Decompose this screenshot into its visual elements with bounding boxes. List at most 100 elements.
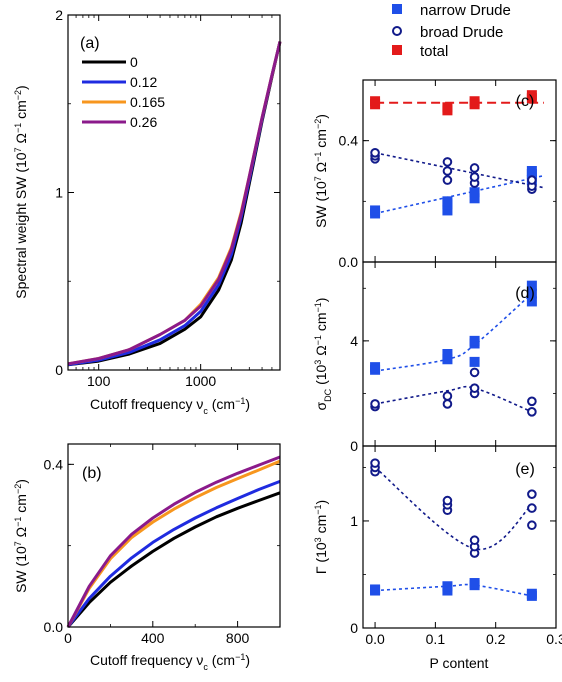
legend-label: 0 (130, 54, 138, 70)
y-axis-label: SW (107 Ω−1 cm−2) (13, 479, 29, 593)
x-tick-label: 1000 (185, 373, 216, 389)
total-point (442, 102, 453, 113)
legend-label: 0.12 (130, 74, 157, 90)
panel-label: (d) (515, 285, 535, 302)
y-axis-label: Γ (103 cm−1) (313, 500, 329, 574)
y-tick-label: 4 (350, 333, 358, 349)
legend-label: narrow Drude (420, 2, 511, 19)
panel-label: (a) (80, 35, 100, 52)
narrow-drude-point (526, 166, 537, 176)
series-line-2 (66, 479, 281, 628)
panel-label: (c) (516, 93, 535, 110)
legend-label: 0.165 (130, 94, 165, 110)
y-tick-label: 1 (350, 513, 358, 529)
broad-drude-point (527, 396, 537, 407)
broad-drude-point (442, 166, 453, 176)
broad-drude-point (469, 367, 480, 378)
broad-drude-point (469, 172, 480, 182)
x-tick-label: 0.2 (486, 631, 506, 647)
legend-label: broad Drude (420, 24, 503, 41)
panel-e: 0.0 0.1 0.2 0.3 0 1 (e) Γ (103 cm−1) P content (313, 445, 562, 671)
series-line-3 (67, 41, 282, 366)
y-tick-label: 0.4 (339, 133, 359, 149)
narrow-drude-point (469, 193, 480, 204)
y-axis-label: σDC (103 Ω−1 cm−1) (313, 298, 333, 411)
y-tick-label: 0.0 (44, 619, 64, 635)
x-tick-label: 0.3 (546, 631, 562, 647)
series-line-1 (67, 41, 282, 367)
y-tick-label: 0 (55, 362, 63, 378)
broad-drude-point (370, 399, 380, 409)
legend-label: total (420, 43, 448, 60)
plot-frame (67, 443, 281, 628)
narrow-drude-point (469, 187, 480, 198)
x-tick-label: 800 (226, 630, 250, 646)
broad-drude-fit-line (374, 152, 545, 189)
x-tick-label: 400 (141, 630, 165, 646)
narrow-drude-point (526, 280, 537, 291)
y-tick-label: 0.0 (339, 254, 359, 270)
narrow-drude-fit-line (374, 292, 533, 372)
y-tick-label: 1 (55, 185, 63, 201)
broad-drude-fit-line (374, 466, 533, 551)
narrow-drude-point (526, 588, 537, 599)
narrow-drude-point (442, 205, 453, 216)
panel-a: 100 1000 0 1 2 (a) 0 0.12 0.165 0.26 Cutoff freque… (13, 7, 282, 416)
narrow-drude-point (370, 584, 381, 595)
broad-drude-point (469, 163, 480, 173)
series-line-1 (66, 491, 281, 628)
legend-marker-narrow (392, 4, 402, 14)
y-tick-label: 0 (350, 620, 358, 636)
series-line-2 (67, 41, 282, 367)
broad-drude-point (442, 175, 453, 185)
panel-b: 0 400 800 0.0 0.4 (b) Cutoff frequency νc (cm−… (13, 443, 281, 672)
y-tick-label: 0.4 (44, 456, 64, 472)
legend-label: 0.26 (130, 114, 157, 130)
broad-drude-point (442, 157, 453, 167)
panel-c: 0.0 0.4 (c) SW (107 Ω−1 cm−2) narrow Drude br… (313, 2, 557, 270)
broad-drude-point (442, 391, 453, 401)
series-line-4 (67, 41, 282, 366)
x-axis-label: P content (430, 655, 489, 671)
total-point (526, 90, 537, 101)
broad-drude-point (442, 495, 453, 506)
panel-label: (e) (515, 461, 535, 478)
narrow-drude-point (370, 205, 381, 216)
x-tick-label: 0.0 (365, 631, 385, 647)
series-line-4 (66, 455, 281, 628)
broad-drude-point (527, 489, 537, 499)
y-tick-label: 0 (350, 438, 358, 454)
broad-drude-point (442, 399, 453, 409)
plot-frame (67, 14, 281, 371)
narrow-drude-point (469, 578, 480, 589)
broad-drude-point (527, 503, 537, 513)
narrow-drude-point (526, 296, 537, 307)
total-point (370, 96, 381, 107)
broad-drude-fit-line (374, 385, 533, 413)
narrow-drude-point (526, 288, 537, 299)
broad-drude-point (527, 407, 537, 417)
broad-drude-point (527, 520, 537, 531)
panel-label: (b) (82, 465, 102, 482)
x-axis-label: Cutoff frequency νc (cm−1) (90, 396, 250, 416)
x-axis-label: Cutoff frequency νc (cm−1) (90, 652, 250, 672)
narrow-drude-point (469, 335, 480, 346)
x-tick-label: 0.1 (426, 631, 446, 647)
broad-drude-point (469, 535, 480, 546)
narrow-drude-fit-line (375, 583, 533, 597)
series-line-3 (66, 459, 281, 628)
x-tick-label: 100 (87, 373, 111, 389)
y-tick-label: 2 (55, 7, 63, 23)
y-axis-label: Spectral weight SW (107 Ω−1 cm−2) (13, 85, 29, 298)
panel-d: 0 4 (d) σDC (103 Ω−1 cm−1) (313, 261, 557, 454)
narrow-drude-point (442, 196, 453, 207)
narrow-drude-point (442, 354, 453, 365)
narrow-drude-point (469, 356, 480, 367)
legend-marker-total (392, 45, 402, 55)
legend-marker-broad (392, 26, 402, 36)
broad-drude-point (527, 175, 537, 185)
narrow-drude-fit-line (374, 174, 545, 215)
broad-drude-point (370, 458, 380, 468)
y-axis-label: SW (107 Ω−1 cm−2) (313, 114, 329, 228)
